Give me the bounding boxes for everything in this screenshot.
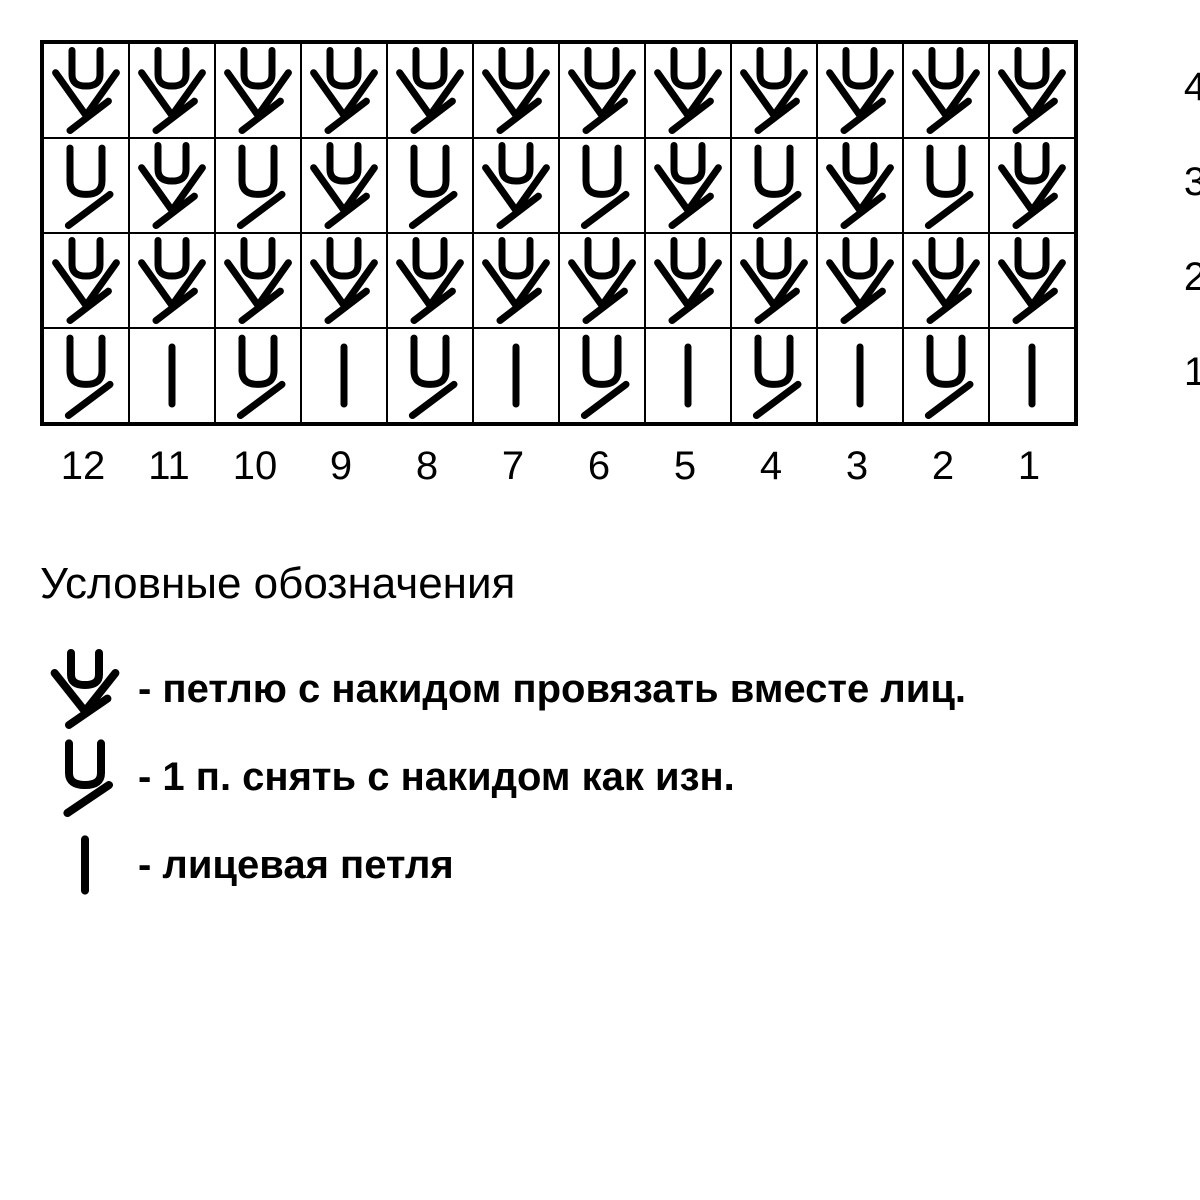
col-label: 3 [814,444,900,489]
chart-cell [989,328,1075,423]
chart-cell [559,233,645,328]
chart-cell [645,138,731,233]
chart-cell [731,233,817,328]
chart-cell [989,138,1075,233]
row-labels: 4321 [1170,40,1200,420]
chart-cell [473,233,559,328]
col-label: 12 [40,444,126,489]
chart-cell [43,43,129,138]
chart-cell [129,138,215,233]
row-label: 4 [1170,40,1200,135]
chart-cell [559,138,645,233]
chart-cell [387,233,473,328]
chart-cell [473,328,559,423]
row-label: 2 [1170,230,1200,325]
chart-cell [473,138,559,233]
chart-cell [129,43,215,138]
row-label: 1 [1170,325,1200,420]
chart-cell [215,138,301,233]
col-label: 8 [384,444,470,489]
chart-cell [989,43,1075,138]
chart-cell [731,138,817,233]
chart-cell [215,43,301,138]
chart-cell [473,43,559,138]
chart-cell [989,233,1075,328]
chart-cell [387,138,473,233]
chart-cell [817,328,903,423]
legend-symbol-icon [40,737,130,817]
legend-title: Условные обозначения [40,559,1170,609]
col-label: 4 [728,444,814,489]
col-label: 7 [470,444,556,489]
legend-text: - лицевая петля [138,843,454,888]
chart-cell [903,43,989,138]
legend-item: - лицевая петля [40,825,1170,905]
col-label: 1 [986,444,1072,489]
legend-symbol-icon [40,649,130,729]
legend-symbol-icon [40,825,130,905]
chart-cell [387,43,473,138]
legend-text: - 1 п. снять с накидом как изн. [138,755,735,800]
chart-cell [817,233,903,328]
col-label: 11 [126,444,212,489]
chart-container: 4321 121110987654321 [40,40,1160,489]
row-label: 3 [1170,135,1200,230]
knitting-chart-grid [40,40,1078,426]
chart-cell [731,328,817,423]
chart-cell [731,43,817,138]
chart-cell [903,138,989,233]
chart-cell [43,233,129,328]
chart-cell [645,43,731,138]
col-labels: 121110987654321 [40,444,1072,489]
chart-cell [43,328,129,423]
chart-cell [903,328,989,423]
chart-cell [645,328,731,423]
chart-cell [301,43,387,138]
col-label: 6 [556,444,642,489]
chart-cell [817,138,903,233]
chart-cell [559,43,645,138]
chart-cell [301,233,387,328]
chart-cell [903,233,989,328]
chart-cell [645,233,731,328]
chart-cell [301,138,387,233]
chart-cell [301,328,387,423]
col-label: 2 [900,444,986,489]
chart-cell [215,328,301,423]
col-label: 10 [212,444,298,489]
legend-text: - петлю с накидом провязать вместе лиц. [138,667,966,712]
chart-cell [387,328,473,423]
chart-cell [129,233,215,328]
col-label: 5 [642,444,728,489]
chart-cell [817,43,903,138]
chart-cell [559,328,645,423]
chart-cell [43,138,129,233]
chart-cell [215,233,301,328]
legend-item: - 1 п. снять с накидом как изн. [40,737,1170,817]
col-label: 9 [298,444,384,489]
legend: - петлю с накидом провязать вместе лиц. … [30,649,1170,905]
chart-cell [129,328,215,423]
legend-item: - петлю с накидом провязать вместе лиц. [40,649,1170,729]
